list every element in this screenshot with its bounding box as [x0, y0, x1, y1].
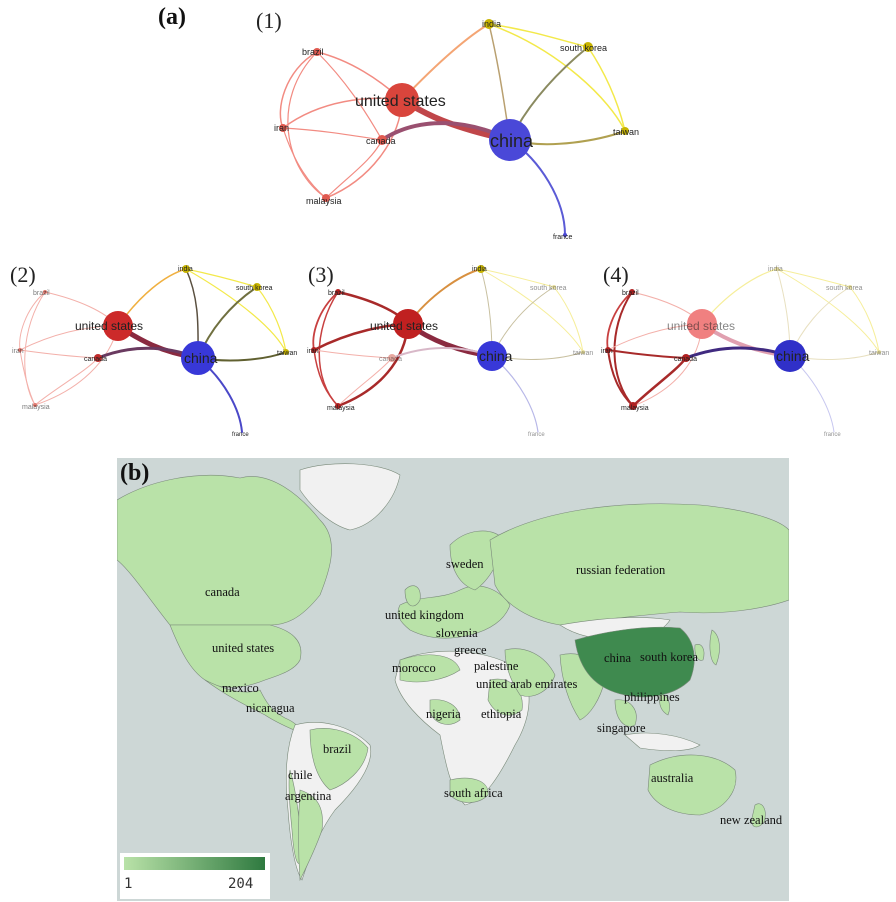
node-brazil: brazil [328, 290, 345, 297]
map-label-argentina: argentina [285, 789, 332, 803]
node-south-korea: south korea [560, 43, 607, 53]
node-canada: canada [84, 356, 107, 363]
node-france: france [528, 432, 545, 438]
node-france: france [553, 234, 573, 241]
node-canada: canada [674, 356, 697, 363]
node-iran: iran [274, 123, 289, 133]
node-china: china [490, 131, 534, 151]
map-ocean [117, 458, 789, 901]
network-3: united states china india south korea ta… [307, 265, 593, 438]
node-china: china [776, 348, 810, 364]
node-iran: iran [307, 348, 319, 355]
map-label-south-korea: south korea [640, 650, 698, 664]
map-label-canada: canada [205, 585, 240, 599]
node-malaysia: malaysia [621, 405, 649, 412]
node-taiwan: taiwan [573, 350, 593, 357]
map-label-mexico: mexico [222, 681, 259, 695]
network-2: united states china india south korea ta… [12, 265, 297, 438]
node-taiwan: taiwan [277, 350, 297, 357]
node-south-korea: south korea [826, 285, 863, 292]
panel-a-label: (a) [158, 4, 186, 30]
node-france: france [232, 432, 249, 438]
map-label-chile: chile [288, 768, 313, 782]
subpanel-1-label: (1) [256, 8, 282, 33]
node-france: france [824, 432, 841, 438]
map-label-singapore: singapore [597, 721, 646, 735]
map-label-brazil: brazil [323, 742, 352, 756]
map-label-nicaragua: nicaragua [246, 701, 295, 715]
node-united-states: united states [75, 319, 143, 333]
subpanel-2-label: (2) [10, 262, 36, 287]
map-label-greece: greece [454, 643, 487, 657]
node-iran: iran [12, 348, 24, 355]
map-label-united-states: united states [212, 641, 274, 655]
subpanel-3-label: (3) [308, 262, 334, 287]
node-south-korea: south korea [236, 285, 273, 292]
network-4: united states china india south korea ta… [601, 266, 889, 438]
node-brazil: brazil [302, 47, 324, 57]
node-canada: canada [366, 136, 396, 146]
node-iran: iran [601, 348, 613, 355]
node-china: china [479, 348, 513, 364]
map-label-united-arab-emirates: united arab emirates [476, 677, 577, 691]
node-canada: canada [379, 356, 402, 363]
map-label-russian-federation: russian federation [576, 563, 666, 577]
legend-gradient [124, 857, 265, 870]
node-india: india [472, 266, 487, 273]
node-south-korea: south korea [530, 285, 567, 292]
subpanel-4-label: (4) [603, 262, 629, 287]
map-label-australia: australia [651, 771, 694, 785]
map-label-ethiopia: ethiopia [481, 707, 522, 721]
node-united-states: united states [667, 319, 735, 333]
map-label-slovenia: slovenia [436, 626, 478, 640]
node-united-states: united states [370, 319, 438, 333]
map-label-nigeria: nigeria [426, 707, 461, 721]
map-label-new-zealand: new zealand [720, 813, 783, 827]
legend-max: 204 [228, 876, 253, 892]
map-label-china: china [604, 651, 632, 665]
node-brazil: brazil [33, 290, 50, 297]
legend-min: 1 [124, 876, 132, 892]
map-label-united-kingdom: united kingdom [385, 608, 464, 622]
node-taiwan: taiwan [869, 350, 889, 357]
map-label-morocco: morocco [392, 661, 436, 675]
node-united-states: united states [355, 93, 446, 110]
node-india: india [482, 19, 501, 29]
network-diagrams: united states china india south korea ta… [12, 19, 889, 438]
map-label-sweden: sweden [446, 557, 484, 571]
node-malaysia: malaysia [306, 196, 342, 206]
panel-b-label: (b) [120, 460, 150, 486]
node-taiwan: taiwan [613, 127, 639, 137]
legend-box [120, 853, 270, 899]
node-malaysia: malaysia [327, 405, 355, 412]
node-malaysia: malaysia [22, 404, 50, 411]
node-india: india [768, 266, 783, 273]
map-label-philippines: philippines [624, 690, 680, 704]
map-label-south-africa: south africa [444, 786, 503, 800]
network-1: united states china india south korea ta… [274, 19, 639, 241]
node-china: china [184, 350, 218, 366]
node-brazil: brazil [622, 290, 639, 297]
map-label-palestine: palestine [474, 659, 519, 673]
node-india: india [178, 266, 193, 273]
